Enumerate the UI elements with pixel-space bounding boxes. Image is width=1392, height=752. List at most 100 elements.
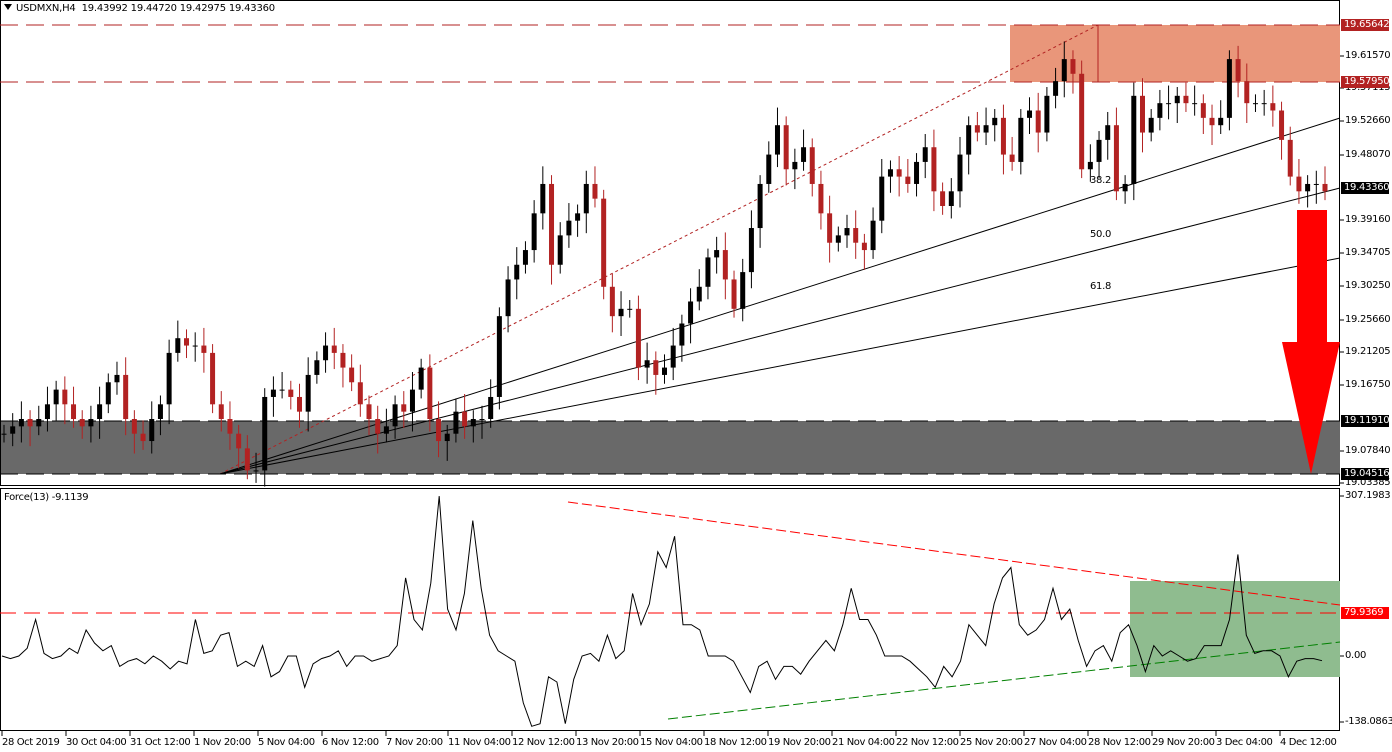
candle-body (1070, 59, 1076, 74)
candle-body (1131, 95, 1137, 184)
candle-body (592, 183, 598, 199)
candle-body (97, 404, 103, 420)
force-tick-label: -138.0863 (1345, 716, 1392, 727)
candle-body (218, 404, 224, 420)
price-tick-label: 19.39160 (1345, 214, 1391, 225)
candle-body (1226, 59, 1232, 118)
time-tick-label: 5 Nov 04:00 (258, 737, 315, 748)
candle-body (1035, 110, 1041, 133)
candle-body (392, 404, 398, 427)
candle-body (44, 404, 50, 420)
candle-body (644, 360, 650, 368)
candle-body (757, 183, 763, 229)
candle-body (488, 396, 494, 420)
candle-body (123, 374, 129, 420)
candle-body (1200, 103, 1206, 118)
price-level-label: 19.43360 (1341, 182, 1390, 194)
collapse-triangle-icon[interactable] (4, 4, 12, 10)
candle-body (740, 272, 746, 309)
price-tick-label: 19.34705 (1345, 247, 1391, 258)
candle-body (922, 147, 928, 162)
time-tick-label: 1 Nov 20:00 (194, 737, 251, 748)
indicator-panel-frame (0, 488, 1340, 731)
candle-body (175, 338, 181, 353)
candle-body (1113, 125, 1119, 192)
candle-body (522, 250, 528, 265)
time-tick-label: 19 Nov 20:00 (768, 737, 831, 748)
candle-body (1061, 59, 1067, 82)
candle-body (575, 213, 581, 221)
force-level-label: 79.9369 (1341, 607, 1389, 619)
candle-body (696, 286, 702, 302)
price-tick-label: 19.61570 (1345, 50, 1391, 61)
candle-body (896, 169, 902, 177)
chart-title: USDMXN,H4 19.43992 19.44720 19.42975 19.… (4, 3, 275, 14)
candle-body (566, 220, 572, 236)
price-tick-label: 19.48070 (1345, 149, 1391, 160)
candle-body (383, 426, 389, 434)
candle-body (1218, 117, 1224, 126)
candle-body (201, 345, 207, 353)
candle-body (1, 433, 7, 435)
symbol-label: USDMXN,H4 (16, 3, 76, 14)
candle-body (1235, 59, 1241, 82)
candle-body (601, 198, 607, 287)
candle-body (1000, 117, 1006, 155)
candle-body (462, 411, 468, 427)
candle-body (966, 125, 972, 155)
indicator-title: Force(13) -9.1139 (4, 492, 89, 503)
candle-body (1018, 117, 1024, 162)
candle-body (931, 147, 937, 192)
candle-body (1305, 183, 1311, 192)
candle-body (653, 360, 659, 375)
candle-body (887, 169, 893, 177)
candle-body (192, 345, 198, 347)
time-tick-label: 28 Nov 12:00 (1088, 737, 1151, 748)
candle-body (1044, 95, 1050, 133)
candle-body (149, 419, 155, 442)
candle-body (270, 389, 276, 397)
candle-body (340, 352, 346, 368)
time-tick-label: 11 Nov 04:00 (448, 737, 511, 748)
candle-body (835, 235, 841, 243)
candle-body (827, 213, 833, 243)
time-tick-label: 18 Nov 12:00 (704, 737, 767, 748)
candle-body (296, 396, 302, 412)
candle-body (818, 183, 824, 214)
candle-body (366, 404, 372, 420)
time-tick-label: 29 Nov 20:00 (1152, 737, 1215, 748)
price-tick-label: 19.16750 (1345, 379, 1391, 390)
candle-body (18, 419, 24, 427)
candlestick-series (1, 41, 1328, 487)
candle-body (1079, 73, 1085, 170)
candle-body (279, 389, 285, 391)
candle-body (844, 228, 850, 236)
price-level-label: 19.04516 (1341, 468, 1390, 480)
candle-body (409, 389, 415, 412)
candle-body (1139, 95, 1145, 133)
candle-body (1183, 95, 1189, 104)
fib-level-label: 38.2 (1090, 175, 1112, 186)
price-level-label: 19.11910 (1341, 415, 1390, 427)
candle-body (505, 279, 511, 317)
candle-body (253, 470, 259, 472)
candle-body (357, 382, 363, 405)
candle-body (79, 419, 85, 427)
candle-body (1157, 103, 1163, 118)
candle-body (1009, 154, 1015, 162)
fib-fan-618 (219, 257, 1341, 475)
candle-body (349, 367, 355, 383)
candle-body (1261, 103, 1267, 105)
candle-body (609, 286, 615, 317)
candle-body (140, 433, 146, 442)
candle-body (583, 183, 589, 214)
candle-body (731, 279, 737, 309)
candle-body (783, 125, 789, 170)
candle-body (861, 242, 867, 251)
candle-body (618, 308, 624, 317)
candle-body (879, 176, 885, 221)
force-highlight-zone (1130, 581, 1340, 677)
candle-body (1122, 183, 1128, 192)
time-tick-label: 31 Oct 12:00 (130, 737, 191, 748)
